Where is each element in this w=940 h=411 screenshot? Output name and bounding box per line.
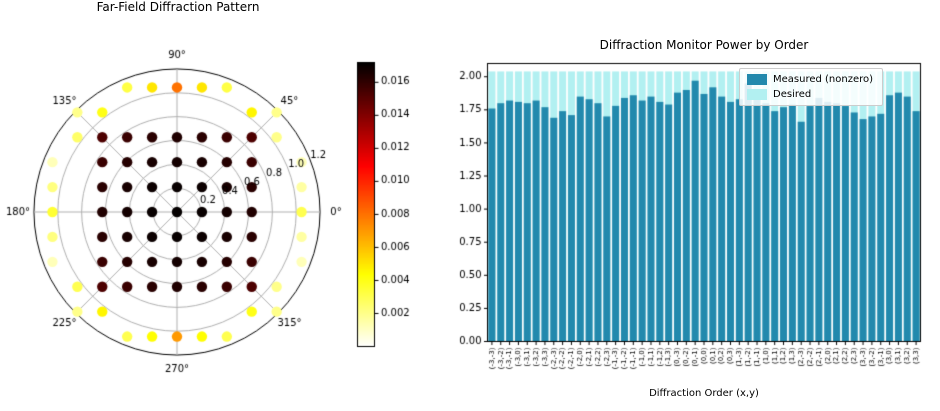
legend-item-measured: Measured (nonzero) (747, 74, 873, 85)
legend-label-desired: Desired (773, 89, 812, 100)
bar-chart-xlabel: Diffraction Order (x,y) (649, 388, 759, 399)
bar-chart-title: Diffraction Monitor Power by Order (599, 38, 809, 52)
polar-plot-title: Far-Field Diffraction Pattern (96, 0, 260, 14)
legend-label-measured: Measured (nonzero) (773, 74, 874, 85)
desired-swatch (747, 89, 767, 100)
measured-swatch (747, 74, 767, 85)
legend: Measured (nonzero) Desired (739, 68, 884, 106)
legend-item-desired: Desired (747, 89, 873, 100)
